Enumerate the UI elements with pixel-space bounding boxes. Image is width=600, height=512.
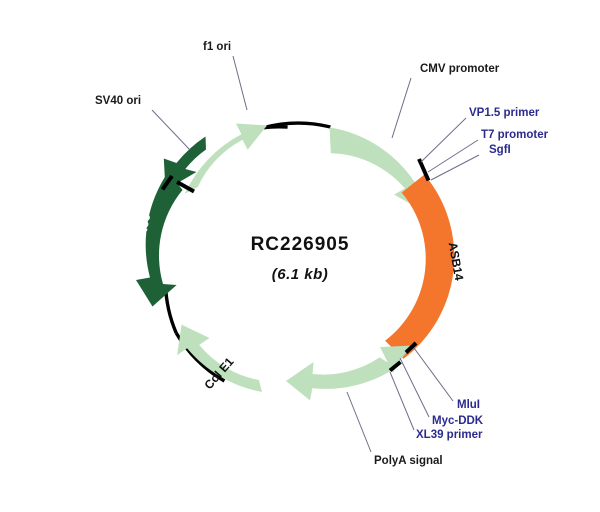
label-mlui: MluI — [457, 399, 480, 411]
leader-cmv-promoter — [391, 77, 412, 139]
leader-sgfi — [430, 154, 480, 181]
label-vp15-primer: VP1.5 primer — [469, 107, 540, 119]
leader-polya-signal — [346, 391, 372, 453]
col-e1-arrow-body — [177, 324, 262, 392]
feature-f1-ori[interactable] — [184, 123, 267, 194]
plasmid-name: RC226905 — [251, 234, 350, 255]
f1-ori-arrow-body — [184, 123, 267, 194]
leader-mlui — [413, 347, 454, 402]
leader-sv40-ori — [151, 109, 191, 151]
kan-neo-arrow-body — [136, 171, 183, 307]
asb14-inline-label: ASB14 — [446, 241, 467, 282]
feature-cmv-promoter[interactable] — [329, 127, 428, 210]
leader-vp15-primer — [420, 117, 467, 163]
tick-f1-start — [176, 180, 195, 194]
label-f1-ori: f1 ori — [203, 41, 231, 53]
feature-kan-neo[interactable]: Kan/ Neo — [129, 171, 183, 307]
backbone-arc-bottom — [174, 332, 226, 383]
feature-sv40-ori[interactable] — [163, 136, 206, 191]
feature-col-e1[interactable]: Col E1 — [177, 324, 262, 392]
sv40-ori-arrow-body — [163, 136, 206, 190]
label-sgfi: SgfI — [489, 144, 511, 156]
asb14-arc-body — [385, 174, 455, 359]
leader-myc-ddk — [399, 357, 430, 418]
plasmid-size: (6.1 kb) — [272, 266, 329, 283]
leader-lines — [151, 55, 480, 453]
polya-signal-arrow-body — [286, 357, 396, 401]
label-myc-ddk: Myc-DDK — [432, 415, 484, 427]
feature-asb14[interactable]: ASB14 — [385, 174, 467, 359]
feature-polya-signal[interactable] — [286, 357, 396, 401]
leader-xl39-primer — [389, 371, 415, 431]
restriction-site-ticks — [160, 158, 431, 373]
cmv-promoter-arrow-body — [329, 127, 428, 210]
label-xl39-primer: XL39 primer — [416, 429, 483, 441]
leader-f1-ori — [232, 55, 248, 111]
label-cmv-promoter: CMV promoter — [420, 63, 500, 75]
tick-xl39 — [388, 360, 402, 373]
plasmid-backbone — [163, 121, 331, 383]
leader-t7-promoter — [427, 139, 479, 173]
tick-sgfi — [417, 158, 431, 182]
label-sv40-ori: SV40 ori — [95, 95, 141, 107]
myc-ddk-arrow-body — [380, 345, 413, 373]
tick-mlui — [404, 341, 418, 354]
feature-myc-ddk[interactable] — [380, 345, 413, 374]
label-polya-signal: PolyA signal — [374, 455, 443, 467]
backbone-arc-leftlower — [263, 125, 288, 130]
label-t7-promoter: T7 promoter — [481, 129, 549, 141]
tick-sv40-kan — [160, 174, 174, 191]
